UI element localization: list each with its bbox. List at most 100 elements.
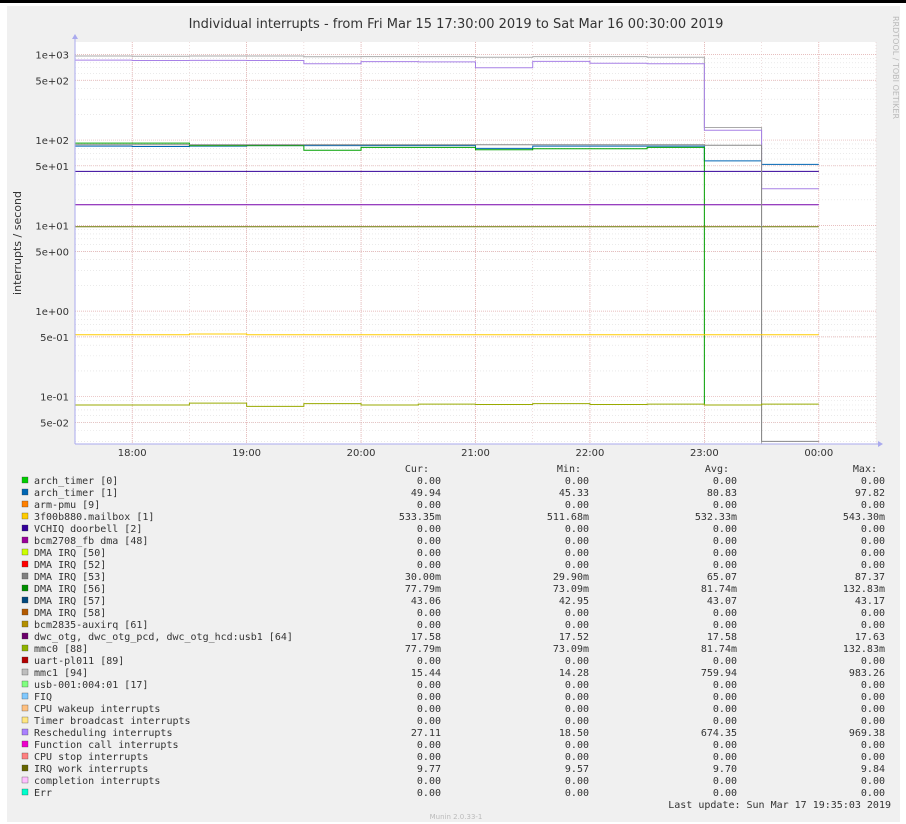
- legend-header-min: Min:: [557, 464, 581, 475]
- legend-cur: 0.00: [417, 716, 441, 727]
- legend-min: 0.00: [565, 788, 589, 799]
- legend-swatch: [21, 632, 29, 640]
- legend-min: 42.95: [559, 596, 589, 607]
- legend-avg: 0.00: [713, 740, 737, 751]
- legend-min: 511.68m: [547, 512, 589, 523]
- legend-min: 0.00: [565, 656, 589, 667]
- legend-max: 0.00: [861, 776, 885, 787]
- y-tick-label: 5e-02: [40, 418, 69, 429]
- legend-avg: 43.07: [707, 596, 737, 607]
- legend-swatch: [21, 596, 29, 604]
- legend-swatch: [21, 476, 29, 484]
- legend-swatch: [21, 500, 29, 508]
- legend-avg: 0.00: [713, 500, 737, 511]
- legend-avg: 81.74m: [701, 644, 737, 655]
- legend-max: 132.83m: [843, 584, 885, 595]
- top-border: [0, 0, 906, 3]
- legend-name: DMA IRQ [52]: [34, 560, 106, 571]
- legend-name: arm-pmu [9]: [34, 500, 100, 511]
- legend-cur: 0.00: [417, 788, 441, 799]
- legend-name: bcm2708_fb dma [48]: [34, 536, 148, 547]
- legend-avg: 0.00: [713, 680, 737, 691]
- y-tick-label: 1e+01: [35, 222, 69, 233]
- legend-min: 0.00: [565, 560, 589, 571]
- y-tick-label: 5e+00: [35, 247, 69, 258]
- legend-avg: 65.07: [707, 572, 737, 583]
- legend-name: completion interrupts: [34, 776, 160, 787]
- legend-swatch: [21, 788, 29, 796]
- legend-swatch: [21, 692, 29, 700]
- legend-min: 0.00: [565, 680, 589, 691]
- legend-avg: 17.58: [707, 632, 737, 643]
- legend-cur: 0.00: [417, 536, 441, 547]
- legend-max: 0.00: [861, 788, 885, 799]
- legend-cur: 0.00: [417, 620, 441, 631]
- rrdtool-credit: RRDTOOL / TOBI OETIKER: [891, 16, 900, 119]
- legend-avg: 0.00: [713, 788, 737, 799]
- y-tick-label: 5e+02: [35, 76, 69, 87]
- y-tick-label: 1e+03: [35, 51, 69, 62]
- legend-swatch: [21, 488, 29, 496]
- legend-max: 132.83m: [843, 644, 885, 655]
- legend-min: 0.00: [565, 524, 589, 535]
- legend-avg: 0.00: [713, 656, 737, 667]
- legend-cur: 0.00: [417, 680, 441, 691]
- legend-avg: 0.00: [713, 524, 737, 535]
- legend-cur: 0.00: [417, 500, 441, 511]
- x-tick-label: 22:00: [576, 448, 605, 459]
- legend-swatch: [21, 728, 29, 736]
- legend: Cur: Min: Avg: Max: arch_timer [0] 0.00 0.…: [21, 464, 885, 799]
- legend-min: 17.52: [559, 632, 589, 643]
- legend-swatch: [21, 512, 29, 520]
- legend-swatch: [21, 584, 29, 592]
- series-line-9: [75, 402, 819, 407]
- legend-avg: 0.00: [713, 692, 737, 703]
- legend-min: 0.00: [565, 548, 589, 559]
- legend-max: 0.00: [861, 740, 885, 751]
- legend-swatch: [21, 656, 29, 664]
- legend-cur: 17.58: [411, 632, 441, 643]
- legend-max: 0.00: [861, 692, 885, 703]
- series-layer: [75, 55, 819, 445]
- y-tick-label: 5e+01: [35, 162, 69, 173]
- chart-title: Individual interrupts - from Fri Mar 15 …: [189, 17, 724, 32]
- legend-min: 0.00: [565, 716, 589, 727]
- legend-avg: 0.00: [713, 476, 737, 487]
- legend-cur: 77.79m: [405, 644, 441, 655]
- legend-max: 9.84: [861, 764, 885, 775]
- legend-cur: 533.35m: [399, 512, 441, 523]
- legend-max: 0.00: [861, 476, 885, 487]
- legend-max: 17.63: [855, 632, 885, 643]
- legend-min: 0.00: [565, 620, 589, 631]
- legend-min: 45.33: [559, 488, 589, 499]
- legend-swatch: [21, 776, 29, 784]
- legend-cur: 0.00: [417, 656, 441, 667]
- legend-cur: 0.00: [417, 740, 441, 751]
- legend-avg: 80.83: [707, 488, 737, 499]
- legend-max: 0.00: [861, 716, 885, 727]
- y-axis-label: interrupts / second: [11, 191, 24, 295]
- legend-cur: 0.00: [417, 704, 441, 715]
- legend-name: CPU wakeup interrupts: [34, 704, 160, 715]
- x-tick-label: 20:00: [347, 448, 376, 459]
- legend-avg: 81.74m: [701, 584, 737, 595]
- legend-max: 0.00: [861, 656, 885, 667]
- grid-layer: [74, 42, 877, 444]
- legend-name: mmc0 [88]: [34, 644, 88, 655]
- legend-cur: 77.79m: [405, 584, 441, 595]
- legend-name: DMA IRQ [56]: [34, 584, 106, 595]
- legend-cur: 0.00: [417, 476, 441, 487]
- x-tick-label: 23:00: [690, 448, 719, 459]
- legend-name: VCHIQ doorbell [2]: [34, 524, 142, 535]
- legend-cur: 0.00: [417, 524, 441, 535]
- legend-swatch: [21, 740, 29, 748]
- legend-name: DMA IRQ [58]: [34, 608, 106, 619]
- legend-max: 969.38: [849, 728, 885, 739]
- legend-header-avg: Avg:: [705, 464, 729, 475]
- legend-max: 0.00: [861, 620, 885, 631]
- legend-name: dwc_otg, dwc_otg_pcd, dwc_otg_hcd:usb1 […: [34, 632, 293, 643]
- legend-name: 3f00b880.mailbox [1]: [34, 512, 154, 523]
- legend-avg: 759.94: [701, 668, 737, 679]
